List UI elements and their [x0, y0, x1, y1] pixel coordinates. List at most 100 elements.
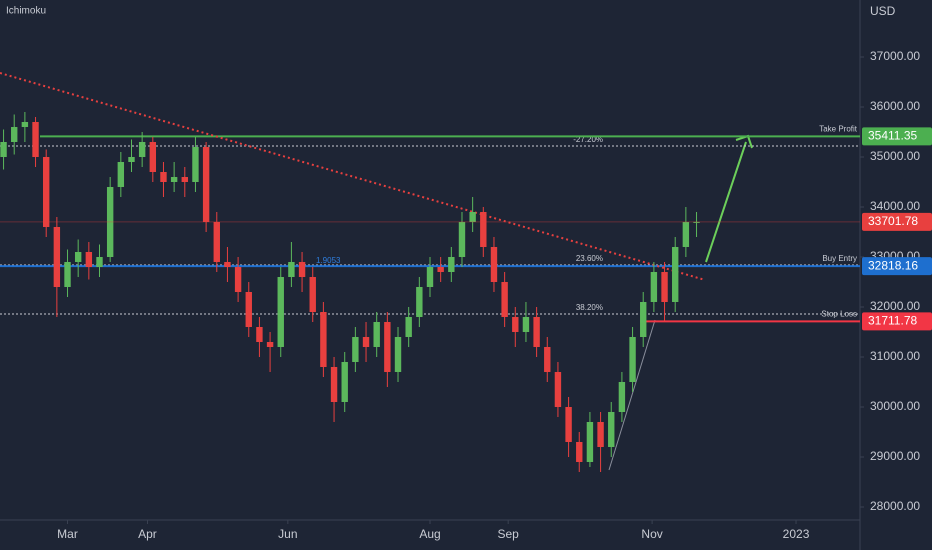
candle-body — [117, 162, 125, 187]
candle-body — [160, 172, 167, 182]
candle-body — [11, 127, 18, 142]
candle-body — [32, 122, 39, 157]
candle-body — [490, 247, 498, 282]
candle-body — [106, 187, 114, 257]
candle-body — [693, 221, 700, 223]
price-tag-label: 32818.16 — [868, 258, 918, 272]
price-tag-label: 33701.78 — [868, 214, 918, 228]
candle-body — [448, 257, 455, 272]
price-tag — [862, 312, 932, 331]
candle-body — [149, 142, 157, 172]
candle-body — [288, 262, 295, 277]
candle-body — [0, 142, 7, 157]
candle-body — [277, 277, 284, 347]
level-label: Take Profit — [819, 125, 858, 134]
candle-body — [640, 302, 647, 337]
candle-body — [170, 177, 178, 182]
candle-body — [522, 317, 530, 332]
candle-body — [43, 157, 50, 227]
candle-body — [256, 327, 263, 342]
candle-body — [469, 212, 476, 222]
candle-body — [629, 337, 636, 382]
candle-body — [586, 422, 594, 462]
candle-body — [85, 252, 93, 267]
candle-body — [245, 292, 252, 327]
candle-body — [128, 157, 135, 162]
indicator-label: Ichimoku — [6, 6, 46, 17]
y-tick-label: 28000.00 — [870, 499, 920, 513]
candle-body — [362, 337, 370, 347]
candle-body — [437, 267, 444, 272]
candle-body — [682, 222, 690, 247]
y-tick-label: 29000.00 — [870, 449, 920, 463]
candle-body — [512, 317, 519, 332]
candle-body — [74, 252, 82, 262]
candle-body — [341, 362, 348, 402]
x-tick-label: Nov — [641, 527, 662, 541]
candle-body — [597, 422, 604, 447]
fib-label: 23.60% — [576, 254, 603, 263]
candle-body — [565, 407, 572, 442]
x-tick-label: Apr — [138, 527, 157, 541]
candle-body — [213, 222, 220, 262]
candle-body — [501, 282, 508, 317]
x-tick-label: Sep — [498, 527, 520, 541]
fib-label: 38.20% — [576, 303, 603, 312]
candle-body — [202, 147, 210, 222]
y-tick-label: 32000.00 — [870, 299, 920, 313]
candle-body — [480, 212, 487, 247]
candle-body — [309, 277, 316, 312]
price-tag — [862, 127, 932, 146]
level-label: Stop Loss — [821, 310, 857, 319]
candle-body — [544, 347, 551, 372]
candle-body — [458, 222, 466, 257]
target-arrow — [705, 141, 747, 263]
x-tick-label: Aug — [419, 527, 440, 541]
y-tick-label: 30000.00 — [870, 399, 920, 413]
candle-body — [138, 142, 146, 157]
candle-body — [426, 267, 434, 287]
candle-body — [53, 227, 61, 287]
level-label: Buy Entry — [822, 254, 857, 263]
fib-label: -27.20% — [573, 135, 603, 144]
y-tick-label: 34000.00 — [870, 199, 920, 213]
x-tick-label: Jun — [278, 527, 297, 541]
candle-body — [181, 177, 188, 182]
candle-body — [64, 262, 71, 287]
candle-body — [320, 312, 327, 367]
price-tag-label: 35411.35 — [868, 129, 917, 143]
candle-body — [352, 337, 359, 362]
candle-body — [234, 267, 242, 292]
candle-body — [618, 382, 626, 412]
candle-body — [416, 287, 423, 317]
candle-body — [533, 317, 540, 347]
candle-body — [330, 367, 338, 402]
candle-body — [298, 262, 306, 277]
candle-body — [373, 322, 380, 347]
candle-body — [192, 147, 199, 182]
price-tag-label: 31711.78 — [868, 314, 917, 328]
y-tick-label: 36000.00 — [870, 99, 920, 113]
candle-body — [224, 262, 231, 267]
candle-body — [608, 412, 615, 447]
candle-body — [661, 272, 668, 302]
price-tag — [862, 257, 932, 276]
y-tick-label: 31000.00 — [870, 349, 920, 363]
y-tick-label: 37000.00 — [870, 49, 920, 63]
ratio-label: 1.9053 — [316, 256, 341, 265]
currency-label: USD — [870, 4, 896, 18]
candle-body — [384, 322, 391, 372]
x-tick-label: Mar — [57, 527, 78, 541]
candle-body — [576, 442, 583, 462]
price-tag — [862, 212, 932, 231]
candle-body — [394, 337, 402, 372]
candle-body — [554, 372, 562, 407]
y-tick-label: 35000.00 — [870, 149, 920, 163]
candle-body — [21, 122, 29, 127]
candle-body — [96, 257, 103, 267]
x-tick-label: 2023 — [783, 527, 810, 541]
candle-body — [650, 272, 658, 302]
candle-body — [672, 247, 679, 302]
